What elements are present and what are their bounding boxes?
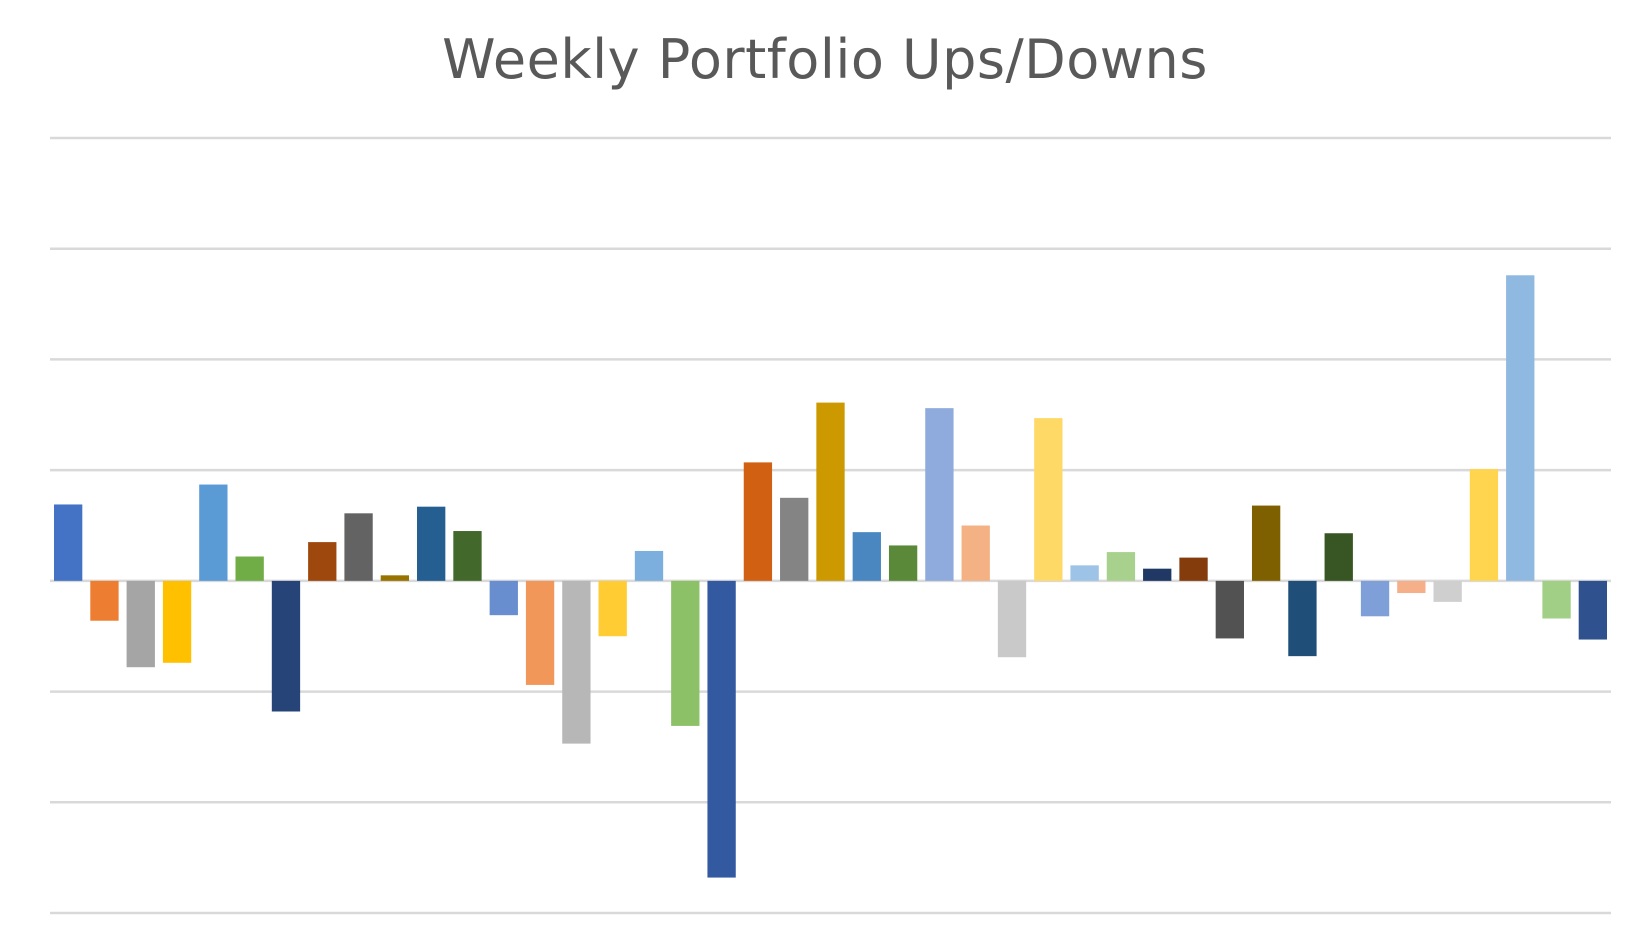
bar xyxy=(1034,418,1063,581)
bar xyxy=(961,525,990,581)
bar xyxy=(780,497,809,581)
bar xyxy=(126,580,155,668)
bar xyxy=(1070,565,1099,581)
bar xyxy=(1360,580,1390,617)
bar xyxy=(888,545,918,581)
bar xyxy=(1397,580,1426,594)
bar xyxy=(1469,469,1499,581)
bar xyxy=(1288,580,1317,657)
bar xyxy=(489,580,518,616)
bar xyxy=(634,550,664,581)
bar xyxy=(1542,580,1571,619)
bar xyxy=(380,575,410,581)
bar xyxy=(308,542,337,581)
bar xyxy=(1215,580,1244,639)
bar xyxy=(1506,275,1535,581)
bar xyxy=(707,580,736,878)
bar xyxy=(344,513,373,581)
bar xyxy=(1251,505,1281,581)
bar xyxy=(816,402,845,581)
bar xyxy=(562,580,591,744)
bar xyxy=(1106,552,1136,581)
bar xyxy=(453,531,482,581)
bar xyxy=(525,580,555,685)
bar xyxy=(1324,533,1353,581)
bar xyxy=(199,484,228,581)
bar xyxy=(925,408,954,581)
bar xyxy=(997,580,1027,658)
bar xyxy=(271,580,301,712)
bar xyxy=(1143,568,1172,581)
bar xyxy=(417,506,446,581)
bar xyxy=(743,462,773,581)
bar xyxy=(90,580,119,621)
bar xyxy=(598,580,627,637)
bar xyxy=(1578,580,1608,640)
bar xyxy=(1433,580,1462,602)
bar xyxy=(671,580,700,726)
bar xyxy=(852,532,881,581)
bar xyxy=(53,504,83,581)
bar xyxy=(235,556,264,581)
bar xyxy=(162,580,192,663)
chart-title: Weekly Portfolio Ups/Downs xyxy=(442,28,1208,91)
bar xyxy=(1179,557,1208,581)
